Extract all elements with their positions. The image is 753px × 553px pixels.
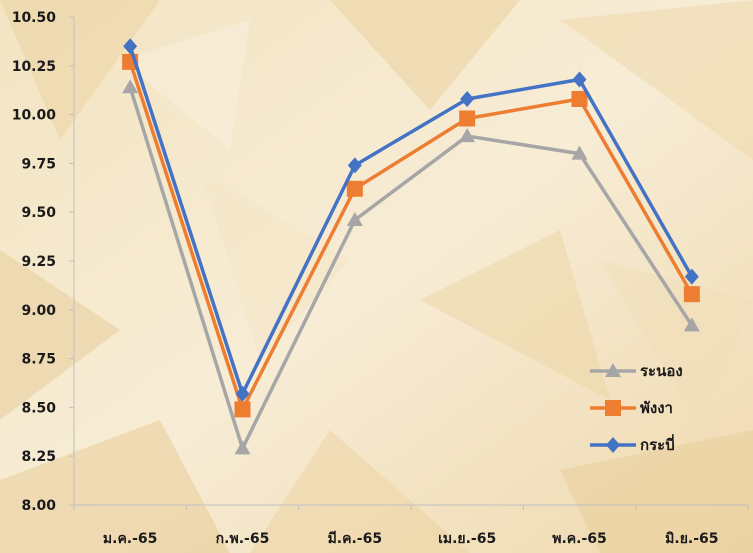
legend-marker — [605, 400, 621, 416]
data-point — [235, 385, 250, 402]
data-point — [459, 110, 476, 127]
y-tick-label: 10.50 — [12, 10, 57, 26]
data-point — [122, 79, 139, 94]
series-line — [128, 86, 694, 451]
series-layer — [122, 38, 700, 455]
data-point — [683, 317, 700, 332]
data-point — [234, 401, 251, 418]
y-tick-label: 8.25 — [21, 449, 56, 465]
legend-label: ระนอง — [640, 362, 683, 380]
y-tick-label: 10.00 — [12, 108, 57, 124]
series-diamond — [123, 38, 699, 402]
legend-item: กระบี่ — [590, 434, 675, 454]
x-tick-label: มิ.ย.-65 — [665, 531, 718, 547]
data-point — [347, 157, 362, 174]
data-point — [571, 90, 588, 107]
data-point — [234, 440, 251, 455]
data-point — [459, 128, 476, 143]
data-point — [346, 180, 363, 197]
x-tick-label: เม.ย.-65 — [438, 531, 496, 547]
series-triangle — [122, 79, 700, 455]
y-tick-label: 9.50 — [21, 205, 56, 221]
y-tick-label: 10.25 — [12, 59, 56, 75]
legend-item: ระนอง — [590, 362, 683, 380]
legend-label: พังงา — [640, 399, 673, 417]
legend-item: พังงา — [590, 399, 673, 417]
legend-label: กระบี่ — [640, 434, 675, 454]
x-tick-label: ม.ค.-65 — [103, 531, 158, 547]
data-point — [460, 90, 475, 107]
y-tick-label: 9.75 — [21, 156, 56, 172]
x-tick-label: พ.ค.-65 — [552, 531, 607, 547]
data-point — [571, 145, 588, 160]
legend-marker — [605, 363, 621, 377]
y-tick-label: 8.50 — [21, 400, 56, 416]
series-line — [128, 61, 694, 412]
x-tick-labels: ม.ค.-65 ก.พ.-65 มี.ค.-65 เม.ย.-65 พ.ค.-65 มิ.… — [73, 505, 749, 547]
y-tick-label: 9.25 — [21, 254, 56, 270]
x-tick-label: ก.พ.-65 — [216, 531, 270, 547]
series-square — [122, 53, 700, 418]
y-tick-labels: 8.00 8.25 8.50 8.75 9.00 9.25 9.50 9.75 10.00 10.… — [12, 10, 74, 514]
data-point — [684, 268, 699, 285]
y-tick-label: 9.00 — [21, 303, 56, 319]
data-point — [346, 212, 363, 227]
series-line — [128, 45, 694, 396]
legend-marker — [606, 437, 620, 453]
data-point — [123, 38, 138, 55]
data-point — [572, 71, 587, 88]
data-point — [683, 286, 700, 303]
y-tick-label: 8.75 — [21, 352, 56, 368]
x-tick-label: มี.ค.-65 — [328, 531, 383, 547]
y-tick-label: 8.00 — [21, 498, 56, 514]
